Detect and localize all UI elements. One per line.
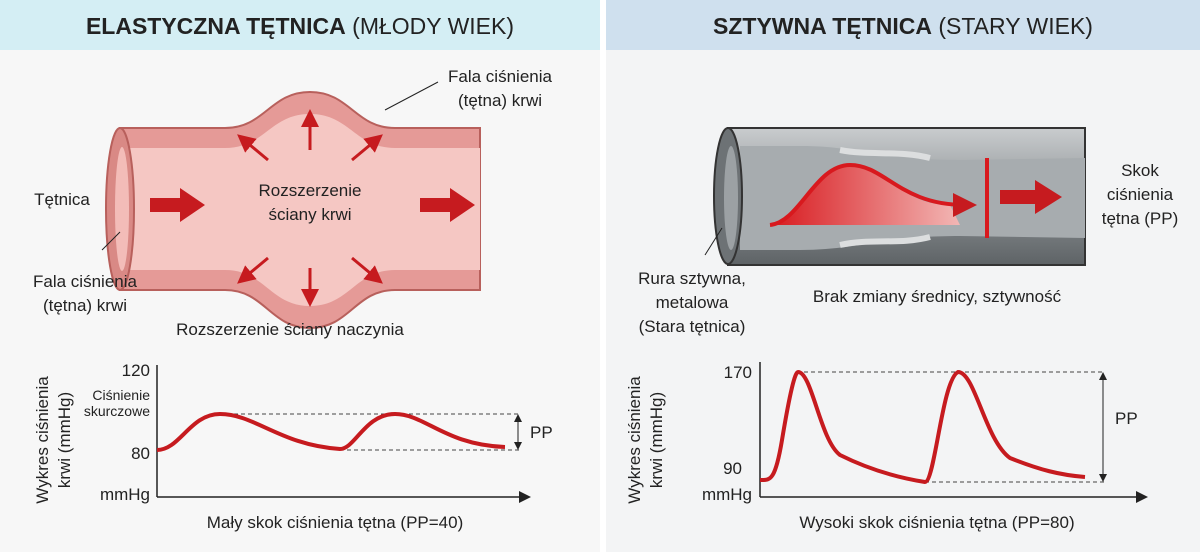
y-label: krwi (mmHg) [647, 392, 666, 488]
label: Skok [1121, 161, 1159, 180]
text: ELASTYCZNA TĘTNICA [86, 13, 346, 39]
label: Tętnica [34, 190, 90, 209]
tick-label: 170 [724, 363, 752, 382]
y-label: krwi (mmHg) [55, 392, 74, 488]
pp-label: PP [530, 423, 553, 442]
y-label: Wykres ciśnienia [625, 376, 644, 504]
label: (tętna) krwi [458, 91, 542, 110]
label: Ciśnienie [92, 387, 150, 403]
label: (tętna) krwi [43, 296, 127, 315]
tick-label: 80 [131, 444, 150, 463]
tick-label: 90 [723, 459, 742, 478]
label: Rura sztywna, [638, 269, 746, 288]
label: Brak zmiany średnicy, sztywność [813, 287, 1062, 306]
label: Fala ciśnienia [448, 67, 552, 86]
label: tętna (PP) [1102, 209, 1179, 228]
caption: Mały skok ciśnienia tętna (PP=40) [207, 513, 464, 532]
unit: mmHg [702, 485, 752, 504]
text: (MŁODY WIEK) [352, 13, 514, 39]
tick-label: 120 [122, 361, 150, 380]
label: ciśnienia [1107, 185, 1174, 204]
left-header [0, 0, 600, 50]
right-graph [759, 362, 1148, 503]
y-label: Wykres ciśnienia [33, 376, 52, 504]
text: SZTYWNA TĘTNICA [713, 13, 932, 39]
unit: mmHg [100, 485, 150, 504]
text: (STARY WIEK) [938, 13, 1093, 39]
left-title: ELASTYCZNA TĘTNICA (MŁODY WIEK) [86, 13, 514, 39]
label: (Stara tętnica) [639, 317, 746, 336]
caption: Rozszerzenie ściany naczynia [176, 320, 404, 339]
label: Fala ciśnienia [33, 272, 137, 291]
label: skurczowe [84, 403, 150, 419]
right-header [606, 0, 1200, 50]
label: ściany krwi [268, 205, 351, 224]
left-graph [156, 365, 531, 503]
right-title: SZTYWNA TĘTNICA (STARY WIEK) [713, 13, 1093, 39]
stiff-artery [704, 127, 1086, 266]
pp-label: PP [1115, 409, 1138, 428]
elastic-artery [101, 81, 481, 330]
label: Rozszerzenie [259, 181, 362, 200]
label: metalowa [656, 293, 729, 312]
divider [600, 0, 606, 552]
caption: Wysoki skok ciśnienia tętna (PP=80) [799, 513, 1074, 532]
